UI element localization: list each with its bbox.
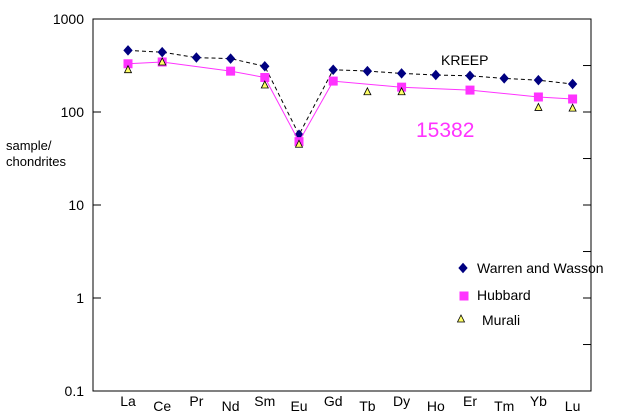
- data-point: [567, 78, 578, 90]
- annotation-kreep: KREEP: [441, 52, 488, 68]
- series-line: [127, 61, 573, 143]
- y-axis-ticks: 0.1 1 10 100 1000: [53, 11, 591, 399]
- y-tick-label: 0.1: [65, 383, 85, 399]
- x-tick-label: La: [120, 393, 136, 409]
- legend-marker: [458, 262, 468, 274]
- legend-label: Hubbard: [477, 287, 531, 303]
- plot-frame: [92, 18, 592, 392]
- data-point: [157, 46, 167, 58]
- x-tick-label: Pr: [189, 393, 203, 409]
- data-point: [328, 64, 338, 75]
- x-tick-label: Gd: [324, 393, 343, 409]
- data-point: [260, 80, 269, 89]
- data-point: [362, 65, 373, 77]
- x-tick-label: Yb: [530, 393, 547, 409]
- data-point: [568, 94, 578, 104]
- data-point: [294, 139, 304, 148]
- x-tick-label: Ce: [153, 398, 171, 414]
- annotation-sample-id: 15382: [416, 119, 474, 142]
- y-tick-label: 1: [76, 290, 84, 306]
- y-axis-label-line: chondrites: [6, 154, 66, 169]
- data-point: [533, 74, 544, 86]
- y-tick-label: 100: [61, 104, 85, 120]
- data-point: [123, 64, 133, 74]
- data-point: [465, 85, 475, 95]
- data-point: [225, 53, 236, 64]
- series-triangle: [123, 57, 577, 148]
- data-point: [260, 61, 270, 72]
- data-point: [328, 76, 338, 86]
- legend: Warren and Wasson Hubbard Murali: [456, 260, 604, 328]
- y-tick-label: 1000: [53, 11, 84, 27]
- data-point: [534, 102, 543, 111]
- legend-marker: [459, 291, 469, 301]
- data-point: [226, 66, 236, 76]
- y-tick-label: 10: [68, 197, 84, 213]
- plot-axes: [92, 18, 592, 392]
- x-tick-label: Er: [463, 393, 477, 409]
- data-point: [363, 86, 372, 96]
- data-point: [431, 69, 441, 81]
- data-point: [568, 103, 577, 112]
- data-point: [499, 73, 509, 84]
- x-tick-label: Nd: [222, 398, 240, 414]
- legend-marker: [456, 314, 466, 323]
- data-point: [123, 45, 133, 56]
- data-point: [397, 86, 406, 96]
- data-point: [465, 70, 475, 82]
- x-tick-label: Tm: [494, 398, 514, 414]
- series-diamond: [123, 45, 578, 140]
- data-point: [533, 92, 543, 102]
- x-tick-label: Eu: [290, 398, 307, 414]
- series-line: [127, 49, 573, 136]
- x-tick-label: Tb: [359, 398, 376, 414]
- legend-label: Warren and Wasson: [477, 260, 604, 276]
- y-axis-label-line: sample/: [6, 138, 52, 153]
- y-axis-label: sample/chondrites: [6, 138, 66, 169]
- x-tick-label: Dy: [393, 393, 410, 409]
- data-point: [396, 68, 407, 79]
- x-tick-label: Ho: [427, 398, 445, 414]
- annotations: KREEP 15382: [416, 52, 488, 142]
- x-tick-label: Sm: [254, 393, 275, 409]
- x-axis-ticks: La Ce Pr Nd Sm Eu Gd Tb Dy Ho Er Tm Yb Lu: [120, 393, 580, 414]
- x-tick-label: Lu: [565, 398, 581, 414]
- data-point: [191, 52, 202, 63]
- series-square: [123, 57, 578, 147]
- data-point: [158, 57, 167, 66]
- series-layer: [123, 45, 578, 148]
- legend-label: Murali: [482, 312, 520, 328]
